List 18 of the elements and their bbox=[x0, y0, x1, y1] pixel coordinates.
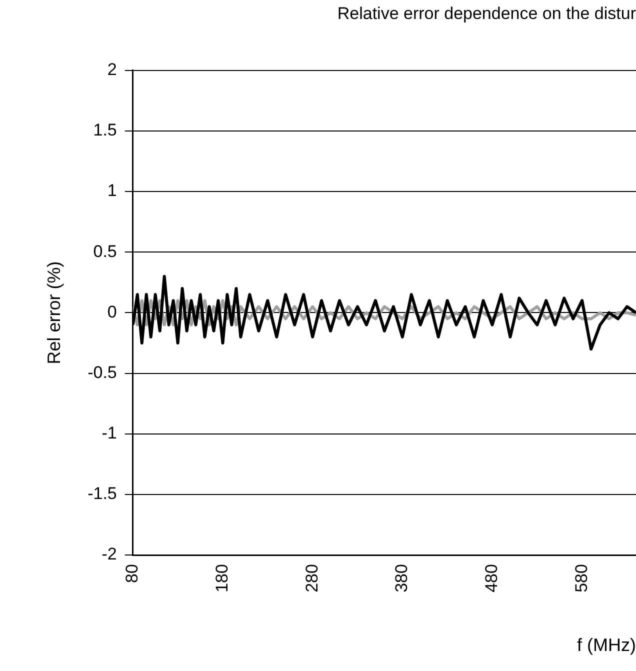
x-tick-label: 180 bbox=[212, 564, 232, 592]
y-tick-label: -1.5 bbox=[88, 484, 117, 504]
x-tick-label: 280 bbox=[302, 564, 322, 592]
chart-title: Relative error dependence on the distur bbox=[337, 4, 636, 23]
y-tick-label: 0.5 bbox=[93, 242, 117, 261]
y-tick-label: -1 bbox=[102, 424, 117, 443]
x-tick-label: 580 bbox=[572, 564, 591, 592]
y-tick-label: -2 bbox=[102, 544, 117, 564]
x-tick-label: 80 bbox=[122, 564, 142, 583]
x-tick-label: 380 bbox=[392, 564, 412, 592]
y-axis-title: Rel error (%) bbox=[44, 261, 64, 364]
y-tick-label: 1 bbox=[107, 181, 117, 200]
y-tick-label: 2 bbox=[107, 60, 117, 80]
x-tick-label: 480 bbox=[482, 564, 501, 592]
y-tick-label: 1.5 bbox=[93, 120, 117, 140]
x-axis-title: f (MHz) bbox=[577, 635, 636, 656]
y-tick-label: 0 bbox=[107, 302, 117, 322]
y-tick-label: -0.5 bbox=[88, 362, 117, 382]
